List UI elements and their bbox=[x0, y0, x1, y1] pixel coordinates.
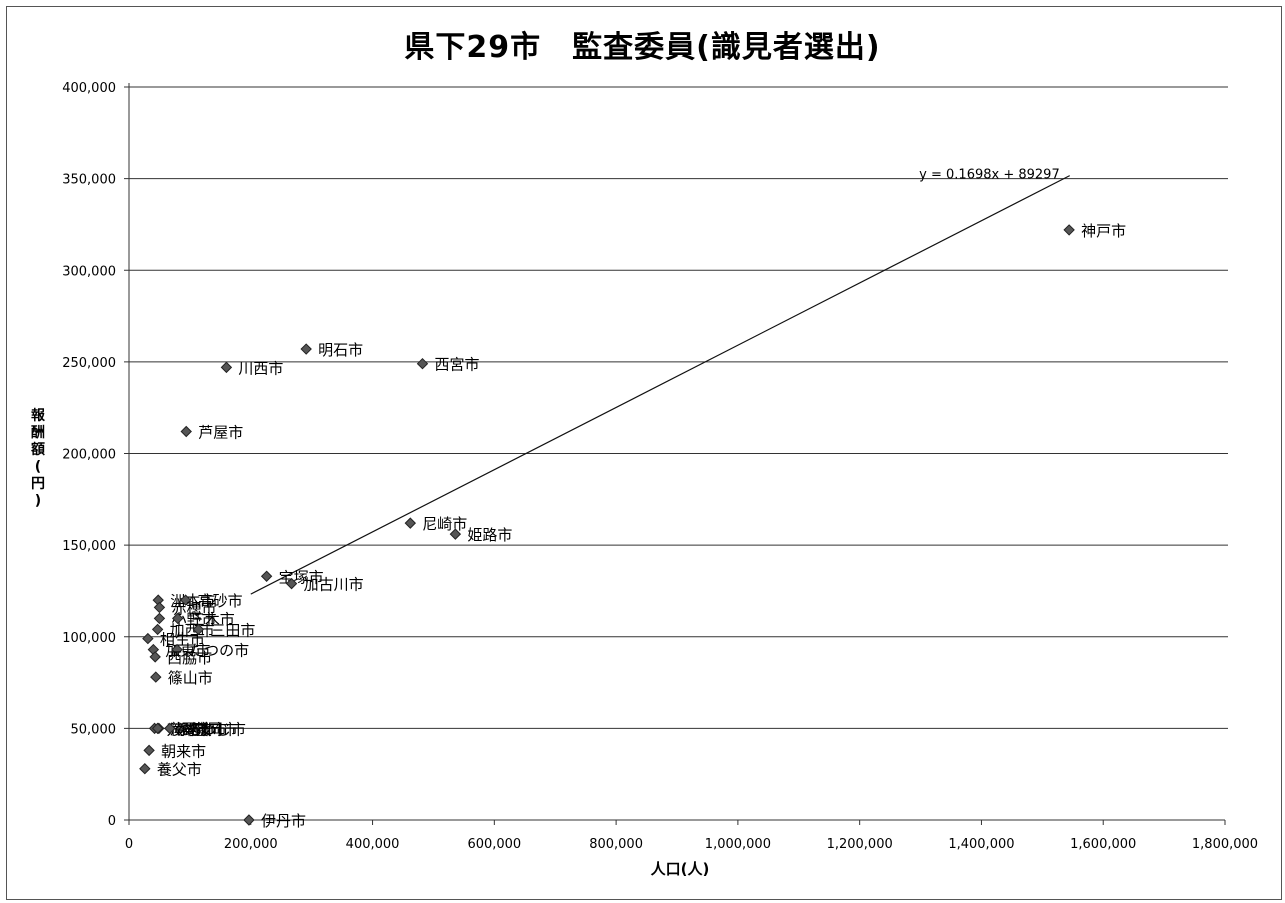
point-marker-20 bbox=[151, 672, 161, 682]
point-label-0: 神戸市 bbox=[1081, 222, 1126, 240]
point-marker-28 bbox=[244, 815, 254, 825]
point-label-25: 丹波市 bbox=[182, 720, 227, 738]
y-tick-label-0: 0 bbox=[108, 814, 116, 829]
point-marker-27 bbox=[140, 764, 150, 774]
x-tick-label-3: 600,000 bbox=[467, 837, 521, 852]
y-tick-label-7: 350,000 bbox=[62, 173, 116, 188]
x-tick-label-5: 1,000,000 bbox=[705, 837, 771, 852]
x-tick-label-8: 1,600,000 bbox=[1070, 837, 1136, 852]
point-label-26: 朝来市 bbox=[161, 742, 206, 760]
point-marker-11 bbox=[154, 602, 164, 612]
data-point-20: 篠山市 bbox=[151, 669, 213, 687]
point-label-5: 尼崎市 bbox=[422, 515, 467, 533]
x-tick-labels: 0 200,000 400,000 600,000 800,000 1,000,000 1,… bbox=[125, 837, 1258, 852]
data-point-28: 伊丹市 bbox=[244, 812, 306, 830]
x-tick-label-0: 0 bbox=[125, 837, 133, 852]
data-point-27: 養父市 bbox=[140, 761, 202, 779]
y-tick-label-2: 100,000 bbox=[62, 631, 116, 646]
data-points: 神戸市明石市西宮市川西市芦屋市尼崎市姫路市宝塚市加古川市洲本市高砂市赤穂市小野市… bbox=[140, 222, 1126, 830]
point-label-4: 芦屋市 bbox=[198, 424, 243, 442]
point-marker-3 bbox=[221, 362, 231, 372]
gridlines bbox=[124, 87, 1228, 820]
trendline bbox=[251, 176, 1070, 595]
point-label-6: 姫路市 bbox=[467, 526, 512, 544]
point-label-19: 西脇市 bbox=[167, 649, 212, 667]
point-label-27: 養父市 bbox=[157, 761, 202, 779]
x-tick-label-4: 800,000 bbox=[589, 837, 643, 852]
point-label-1: 明石市 bbox=[318, 341, 363, 359]
point-label-2: 西宮市 bbox=[434, 356, 479, 374]
x-tick-label-9: 1,800,000 bbox=[1192, 837, 1258, 852]
point-label-16: 三田市 bbox=[210, 621, 255, 639]
point-label-20: 篠山市 bbox=[168, 669, 213, 687]
x-tick-label-6: 1,200,000 bbox=[827, 837, 893, 852]
point-marker-7 bbox=[262, 571, 272, 581]
data-point-4: 芦屋市 bbox=[181, 424, 243, 442]
x-tick-label-2: 400,000 bbox=[346, 837, 400, 852]
point-label-15: 加西市 bbox=[170, 621, 215, 639]
point-marker-26 bbox=[144, 745, 154, 755]
y-tick-label-6: 300,000 bbox=[62, 264, 116, 279]
y-tick-labels: 0 50,000 100,000 150,000 200,000 250,000 300,0… bbox=[62, 81, 116, 829]
point-label-8: 加古川市 bbox=[304, 576, 364, 594]
point-marker-0 bbox=[1064, 225, 1074, 235]
point-marker-12 bbox=[154, 613, 164, 623]
y-tick-label-8: 400,000 bbox=[62, 81, 116, 96]
point-marker-2 bbox=[417, 359, 427, 369]
point-marker-1 bbox=[301, 344, 311, 354]
point-label-28: 伊丹市 bbox=[261, 812, 306, 830]
point-marker-14 bbox=[143, 634, 153, 644]
point-label-3: 川西市 bbox=[238, 359, 283, 377]
data-point-19: 西脇市 bbox=[150, 649, 212, 667]
trendline-equation: y = 0.1698x + 89297 bbox=[919, 168, 1060, 183]
point-marker-4 bbox=[181, 427, 191, 437]
data-point-0: 神戸市 bbox=[1064, 222, 1126, 240]
y-tick-label-3: 150,000 bbox=[62, 539, 116, 554]
y-tick-label-4: 200,000 bbox=[62, 448, 116, 463]
x-tick-label-7: 1,400,000 bbox=[948, 837, 1014, 852]
trendline-group: y = 0.1698x + 89297 bbox=[251, 168, 1070, 595]
y-tick-label-5: 250,000 bbox=[62, 356, 116, 371]
y-tick-label-1: 50,000 bbox=[71, 722, 117, 737]
data-point-5: 尼崎市 bbox=[405, 515, 467, 533]
x-tick-label-1: 200,000 bbox=[224, 837, 278, 852]
data-point-1: 明石市 bbox=[301, 341, 363, 359]
data-point-26: 朝来市 bbox=[144, 742, 206, 760]
data-point-2: 西宮市 bbox=[417, 356, 479, 374]
point-marker-5 bbox=[405, 518, 415, 528]
